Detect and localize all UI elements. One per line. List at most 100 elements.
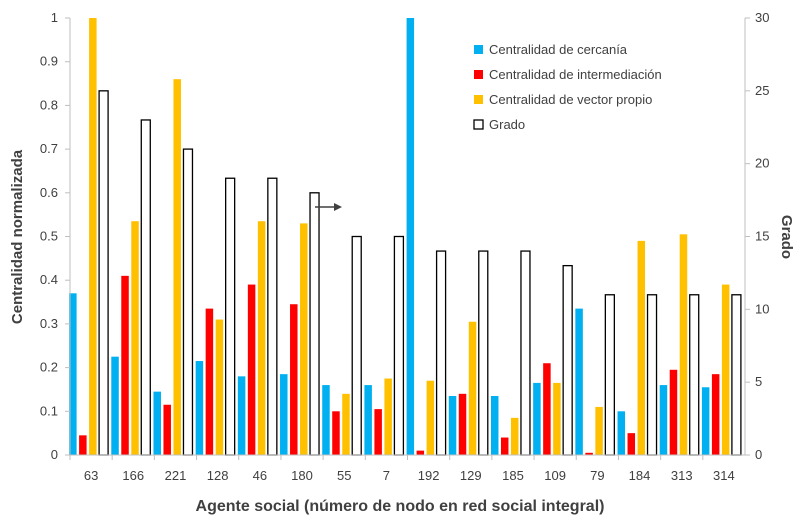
- bar-1-46: [247, 284, 256, 455]
- y-tick-label: 0.1: [40, 403, 58, 418]
- bar-2-55: [342, 393, 350, 455]
- y-tick-label: 0.3: [40, 316, 58, 331]
- x-tick-label: 180: [291, 468, 313, 483]
- x-tick-label: 184: [629, 468, 651, 483]
- bar-0-46: [237, 376, 246, 455]
- bar-3-46: [267, 177, 278, 456]
- y-tick-label: 0.4: [40, 272, 58, 287]
- x-tick-label: 166: [122, 468, 144, 483]
- x-tick-label: 314: [713, 468, 735, 483]
- bar-1-79: [585, 452, 593, 455]
- bar-2-166: [131, 221, 139, 455]
- legend-swatch: [474, 70, 483, 79]
- bar-3-129: [478, 250, 489, 456]
- bar-3-221: [182, 148, 194, 456]
- bar-1-314: [711, 374, 720, 455]
- y-tick-label: 0.9: [40, 54, 58, 69]
- annotation-arrow: [315, 203, 342, 211]
- bar-0-314: [701, 387, 710, 455]
- bar-2-314: [721, 284, 730, 455]
- legend-label: Grado: [489, 117, 525, 132]
- bar-3-128: [225, 177, 236, 456]
- y-axis-title: Centralidad normalizada: [9, 149, 26, 324]
- y-tick-label: 0.5: [40, 229, 58, 244]
- bars-layer: [69, 18, 742, 456]
- bar-0-166: [111, 356, 119, 455]
- y-tick-label: 0: [51, 447, 58, 462]
- bar-3-192: [435, 250, 447, 456]
- bar-0-128: [195, 361, 204, 455]
- y2-tick-label: 0: [755, 447, 762, 462]
- bar-1-166: [121, 275, 129, 455]
- bar-0-129: [448, 396, 457, 455]
- bar-2-221: [173, 79, 181, 456]
- x-tick-label: 63: [84, 468, 98, 483]
- bar-1-55: [332, 411, 340, 455]
- bar-2-79: [595, 406, 603, 455]
- y-tick-label: 0.7: [40, 141, 58, 156]
- x-tick-label: 55: [337, 468, 351, 483]
- bar-3-63: [98, 90, 109, 456]
- bar-3-180: [309, 192, 320, 456]
- bar-1-109: [543, 363, 551, 455]
- bar-0-79: [575, 308, 583, 455]
- legend-swatch: [474, 95, 483, 104]
- bar-2-184: [637, 240, 646, 455]
- bar-1-128: [205, 308, 214, 455]
- x-tick-label: 79: [590, 468, 604, 483]
- bar-3-166: [140, 119, 151, 456]
- x-tick-label: 46: [253, 468, 267, 483]
- x-tick-label: 109: [544, 468, 566, 483]
- bar-2-313: [679, 234, 688, 455]
- bar-2-109: [553, 382, 561, 455]
- bar-0-109: [533, 382, 541, 455]
- legend-swatch: [473, 119, 484, 130]
- x-tick-label: 129: [460, 468, 482, 483]
- y2-tick-label: 30: [755, 10, 769, 25]
- bar-3-79: [604, 294, 615, 456]
- bar-1-7: [374, 409, 382, 455]
- bar-3-313: [689, 294, 700, 456]
- bar-1-313: [669, 369, 678, 455]
- y-tick-label: 1: [51, 10, 58, 25]
- x-tick-label: 313: [671, 468, 693, 483]
- bar-2-63: [89, 18, 97, 455]
- legend-label: Centralidad de intermediación: [489, 67, 662, 82]
- bar-1-63: [79, 435, 87, 455]
- bar-1-129: [458, 393, 467, 455]
- bar-2-46: [257, 221, 266, 455]
- bar-0-63: [69, 293, 77, 455]
- bar-3-7: [393, 235, 405, 456]
- bar-1-221: [163, 404, 171, 455]
- legend-label: Centralidad de vector propio: [489, 92, 652, 107]
- y-tick-label: 0.6: [40, 185, 58, 200]
- bar-1-184: [627, 433, 636, 455]
- legend: Centralidad de cercanía Centralidad de in…: [473, 42, 662, 132]
- bar-2-180: [300, 223, 308, 455]
- bar-1-185: [500, 437, 509, 455]
- y-tick-label: 0.8: [40, 97, 58, 112]
- bar-3-314: [731, 294, 742, 456]
- bar-1-180: [290, 304, 298, 455]
- bar-2-7: [384, 378, 392, 455]
- bar-0-184: [617, 411, 626, 455]
- y2-tick-label: 25: [755, 83, 769, 98]
- bar-3-55: [351, 235, 362, 456]
- x-axis-title: Agente social (número de nodo en red soc…: [196, 498, 605, 515]
- x-tick-label: 185: [502, 468, 524, 483]
- bar-2-192: [426, 380, 435, 455]
- x-tick-label: 7: [383, 468, 390, 483]
- bar-0-313: [659, 385, 668, 455]
- y2-tick-label: 20: [755, 156, 769, 171]
- bar-3-184: [646, 294, 658, 456]
- bar-3-109: [562, 264, 573, 456]
- bar-2-185: [510, 417, 519, 455]
- ticks-layer: 00.10.20.30.40.50.60.70.80.9105101520253…: [40, 10, 770, 483]
- y2-tick-label: 15: [755, 229, 769, 244]
- y2-tick-label: 5: [755, 374, 762, 389]
- bar-2-129: [468, 321, 477, 455]
- bar-1-192: [416, 450, 425, 455]
- bar-0-7: [364, 385, 372, 455]
- legend-label: Centralidad de cercanía: [489, 42, 628, 57]
